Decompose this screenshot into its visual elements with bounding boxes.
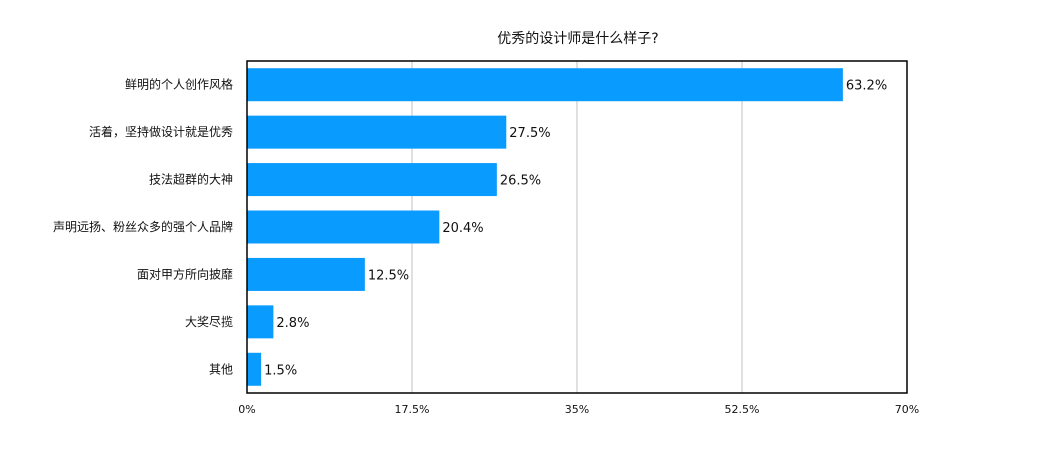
x-tick-label: 0% [238, 403, 255, 416]
bar [247, 305, 274, 339]
bar [247, 68, 843, 102]
category-label: 技法超群的大神 [149, 172, 233, 187]
category-label: 大奖尽揽 [185, 315, 233, 329]
x-tick-label: 17.5% [395, 403, 430, 416]
plot-frame [246, 60, 908, 394]
chart-title: 优秀的设计师是什么样子? [497, 31, 658, 47]
value-labels: 63.2% 27.5% 26.5% 20.4% 12.5% 2.8% 1.5% [264, 79, 887, 379]
bar [247, 163, 497, 197]
value-label: 20.4% [442, 221, 483, 236]
x-tick-label: 35% [565, 403, 589, 416]
bar [247, 210, 440, 244]
category-label: 声明远扬、粉丝众多的强个人品牌 [53, 219, 233, 234]
value-label: 63.2% [846, 79, 887, 94]
value-label: 27.5% [509, 126, 550, 141]
category-label: 其他 [209, 362, 233, 376]
bar [247, 257, 365, 291]
category-label: 鲜明的个人创作风格 [125, 77, 233, 92]
bar [247, 115, 507, 149]
x-tick-label: 52.5% [725, 403, 760, 416]
category-labels: 鲜明的个人创作风格活着，坚持做设计就是优秀技法超群的大神声明远扬、粉丝众多的强个… [53, 77, 233, 377]
x-tick-labels: 0% 17.5% 35% 52.5% 70% [238, 403, 919, 416]
value-label: 26.5% [500, 174, 541, 189]
category-label: 活着，坚持做设计就是优秀 [89, 124, 233, 139]
bar [247, 352, 262, 386]
value-label: 1.5% [264, 363, 297, 378]
x-tick-label: 70% [895, 403, 919, 416]
bars [247, 68, 843, 386]
value-label: 2.8% [276, 316, 309, 331]
value-label: 12.5% [368, 268, 409, 283]
category-label: 面对甲方所向披靡 [137, 266, 233, 281]
